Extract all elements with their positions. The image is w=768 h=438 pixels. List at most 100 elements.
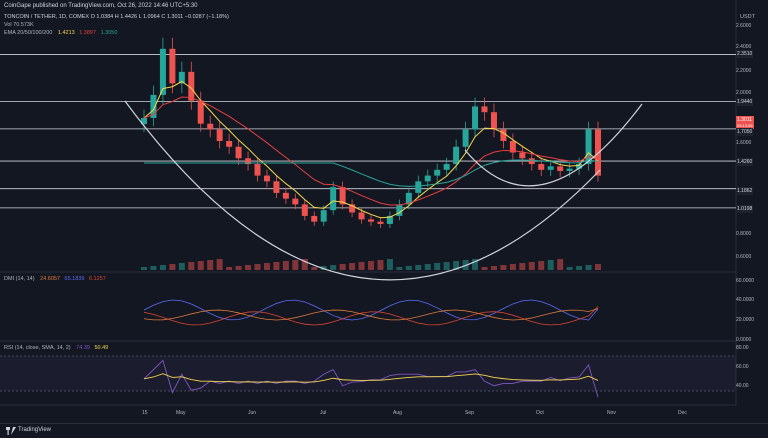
tradingview-logo: [6, 427, 16, 437]
volume-bar: [481, 267, 488, 270]
level-tag: 1.1862: [736, 187, 754, 195]
price-tick: 2.2000: [736, 68, 752, 74]
volume-bar: [159, 265, 166, 270]
volume-bar: [443, 262, 450, 270]
volume-bar: [566, 267, 573, 270]
candle-body: [368, 219, 374, 222]
candle-body: [462, 129, 469, 147]
price-tick: 2.6000: [736, 23, 752, 29]
symbol-info: TONCOIN / TETHER, 1D, COMEX O 1.0384 H 1…: [4, 14, 229, 20]
adx-value: 24.6057: [40, 276, 60, 282]
x-tick: Sep: [465, 410, 474, 416]
volume-bar: [349, 263, 356, 270]
rsi-sma-value: 50.49: [94, 345, 109, 351]
x-tick: Jul: [320, 410, 327, 416]
x-tick: Nov: [607, 410, 616, 416]
volume-bar: [150, 266, 157, 270]
candle-body: [273, 181, 280, 193]
volume-bar: [339, 264, 346, 270]
dmi-minus-line: [143, 306, 599, 326]
candle-body: [169, 48, 176, 84]
candle-body: [566, 168, 573, 171]
price-tick: 0.6000: [736, 254, 752, 260]
volume-bar: [434, 263, 441, 270]
volume-bar: [207, 260, 214, 270]
candle-body: [141, 117, 147, 125]
volume-bar: [453, 261, 460, 270]
volume-bar: [226, 267, 233, 270]
volume-bar: [377, 260, 384, 270]
candle-body: [235, 146, 242, 159]
volume-bar: [178, 263, 185, 270]
cup-curve: [124, 100, 601, 281]
level-tag: 1.7050: [736, 128, 754, 136]
ema20-line: [143, 80, 599, 219]
candle-body: [405, 192, 412, 205]
candle-body: [443, 164, 450, 170]
price-tick: 1.6000: [736, 140, 752, 146]
ema100-line: [144, 159, 599, 187]
volume-bar: [595, 264, 601, 270]
candle-body: [159, 48, 166, 95]
candle-body: [528, 158, 535, 165]
volume-bar: [547, 260, 554, 270]
candle-body: [547, 166, 554, 170]
rsi-sma-line: [143, 373, 599, 383]
current-price-tag: 1.3011 09:13:05: [736, 116, 754, 129]
rsi-label: RSI (14, close, SMA, 14, 2): [4, 345, 71, 351]
candle-body: [197, 100, 204, 124]
volume-bar: [245, 265, 252, 270]
x-tick: Jun: [248, 410, 257, 416]
volume-bar: [254, 264, 261, 270]
x-tick: Aug: [393, 410, 402, 416]
volume-bar: [141, 267, 147, 270]
candle-body: [576, 164, 583, 169]
volume-bar: [320, 266, 327, 270]
candle-body: [207, 123, 214, 130]
candle-body: [150, 94, 157, 118]
dmi-minus-value: 6.1257: [88, 276, 106, 282]
volume-bar: [519, 263, 526, 270]
volume-bar: [396, 267, 403, 270]
footer-bar: TradingView: [0, 423, 768, 438]
ema100-value: 1.3050: [100, 30, 118, 36]
volume-bar: [282, 261, 289, 270]
volume-bar: [301, 259, 308, 270]
price-tick: 2.4000: [736, 44, 752, 50]
dmi-plus-value: 65.1839: [64, 276, 85, 282]
chart-header: CoinGape published on TradingView.com, O…: [0, 0, 768, 12]
dmi-axis-tick: 20.0000: [736, 317, 755, 323]
chart-canvas[interactable]: [0, 0, 768, 423]
candle-body: [500, 129, 507, 141]
volume-bar: [216, 259, 223, 270]
candle-body: [178, 71, 185, 84]
dmi-legend: DMI (14, 14) 24.6057 65.1839 6.1257: [4, 276, 106, 282]
candle-body: [386, 215, 393, 224]
candle-body: [472, 106, 479, 130]
candle-body: [330, 187, 337, 211]
adx-line: [143, 308, 599, 321]
candle-body: [311, 215, 318, 222]
volume-bar: [585, 265, 592, 270]
volume-bar: [273, 262, 280, 270]
dmi-axis-tick: 40.0000: [736, 297, 755, 303]
volume-bar: [358, 262, 365, 270]
volume-bar: [311, 267, 318, 270]
candle-body: [557, 166, 564, 171]
volume-bar: [472, 259, 479, 270]
level-tag: 1.4260: [736, 158, 754, 166]
ema-label: EMA 20/50/100/200: [4, 30, 53, 36]
level-tag: 1.9440: [736, 98, 754, 106]
candle-body: [226, 141, 233, 147]
candle-body: [339, 187, 346, 205]
price-tick: 0.8000: [736, 231, 752, 237]
ema20-value: 1.4213: [57, 30, 75, 36]
candle-body: [263, 175, 270, 182]
rsi-legend: RSI (14, close, SMA, 14, 2) 74.39 50.49: [4, 345, 108, 351]
candle-body: [519, 152, 526, 159]
price-axis[interactable]: 2.6000 2.4000 2.3510 2.2000 2.0000 1.944…: [736, 0, 768, 415]
volume-bar: [509, 264, 516, 270]
candle-body: [453, 146, 460, 165]
volume-bar: [538, 261, 545, 270]
ema-legend: EMA 20/50/100/200 1.4213 1.3897 1.3050: [4, 30, 117, 36]
